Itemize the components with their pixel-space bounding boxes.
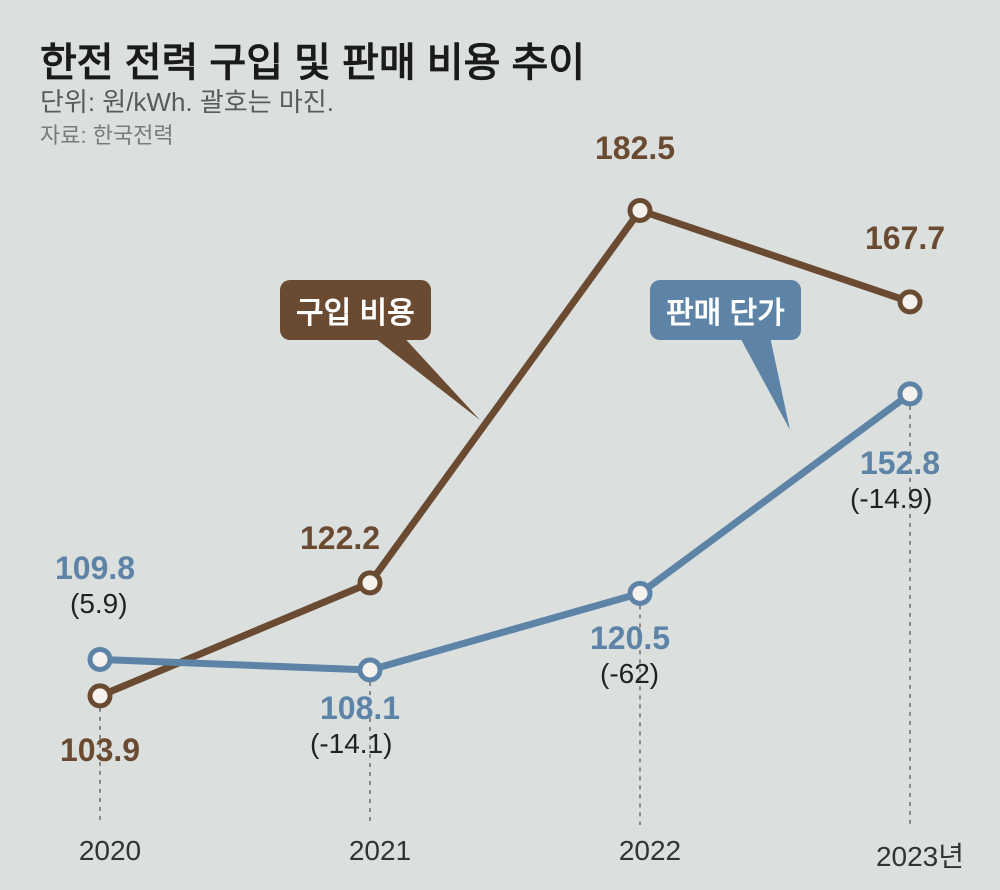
purchase-value-2: 182.5 [595, 130, 675, 167]
sale-value-3: 152.8 [860, 445, 940, 482]
margin-2: (-62) [600, 658, 659, 690]
margin-3: (-14.9) [850, 483, 932, 515]
purchase-value-3: 167.7 [865, 220, 945, 257]
x-label-3: 2023년 [860, 835, 980, 875]
sale-value-0: 109.8 [55, 550, 135, 587]
legend-bubble-purchase: 구입 비용 [280, 280, 431, 340]
purchase-value-1: 122.2 [300, 520, 380, 557]
chart-title: 한전 전력 구입 및 판매 비용 추이 [40, 30, 585, 88]
margin-1: (-14.1) [310, 728, 392, 760]
x-label-0: 2020 [50, 835, 170, 867]
margin-0: (5.9) [70, 588, 128, 620]
legend-bubble-sale: 판매 단가 [650, 280, 801, 340]
sale-value-2: 120.5 [590, 620, 670, 657]
purchase-value-0: 103.9 [60, 732, 140, 769]
legend-bubble-sale-label: 판매 단가 [666, 297, 785, 330]
chart-subtitle: 단위: 원/kWh. 괄호는 마진. [40, 82, 334, 119]
legend-bubble-purchase-label: 구입 비용 [296, 297, 415, 330]
kepco-cost-chart: 한전 전력 구입 및 판매 비용 추이 단위: 원/kWh. 괄호는 마진. 자… [0, 0, 1000, 890]
x-label-2: 2022 [590, 835, 710, 867]
sale-value-1: 108.1 [320, 690, 400, 727]
x-label-1: 2021 [320, 835, 440, 867]
chart-source: 자료: 한국전력 [40, 118, 174, 150]
